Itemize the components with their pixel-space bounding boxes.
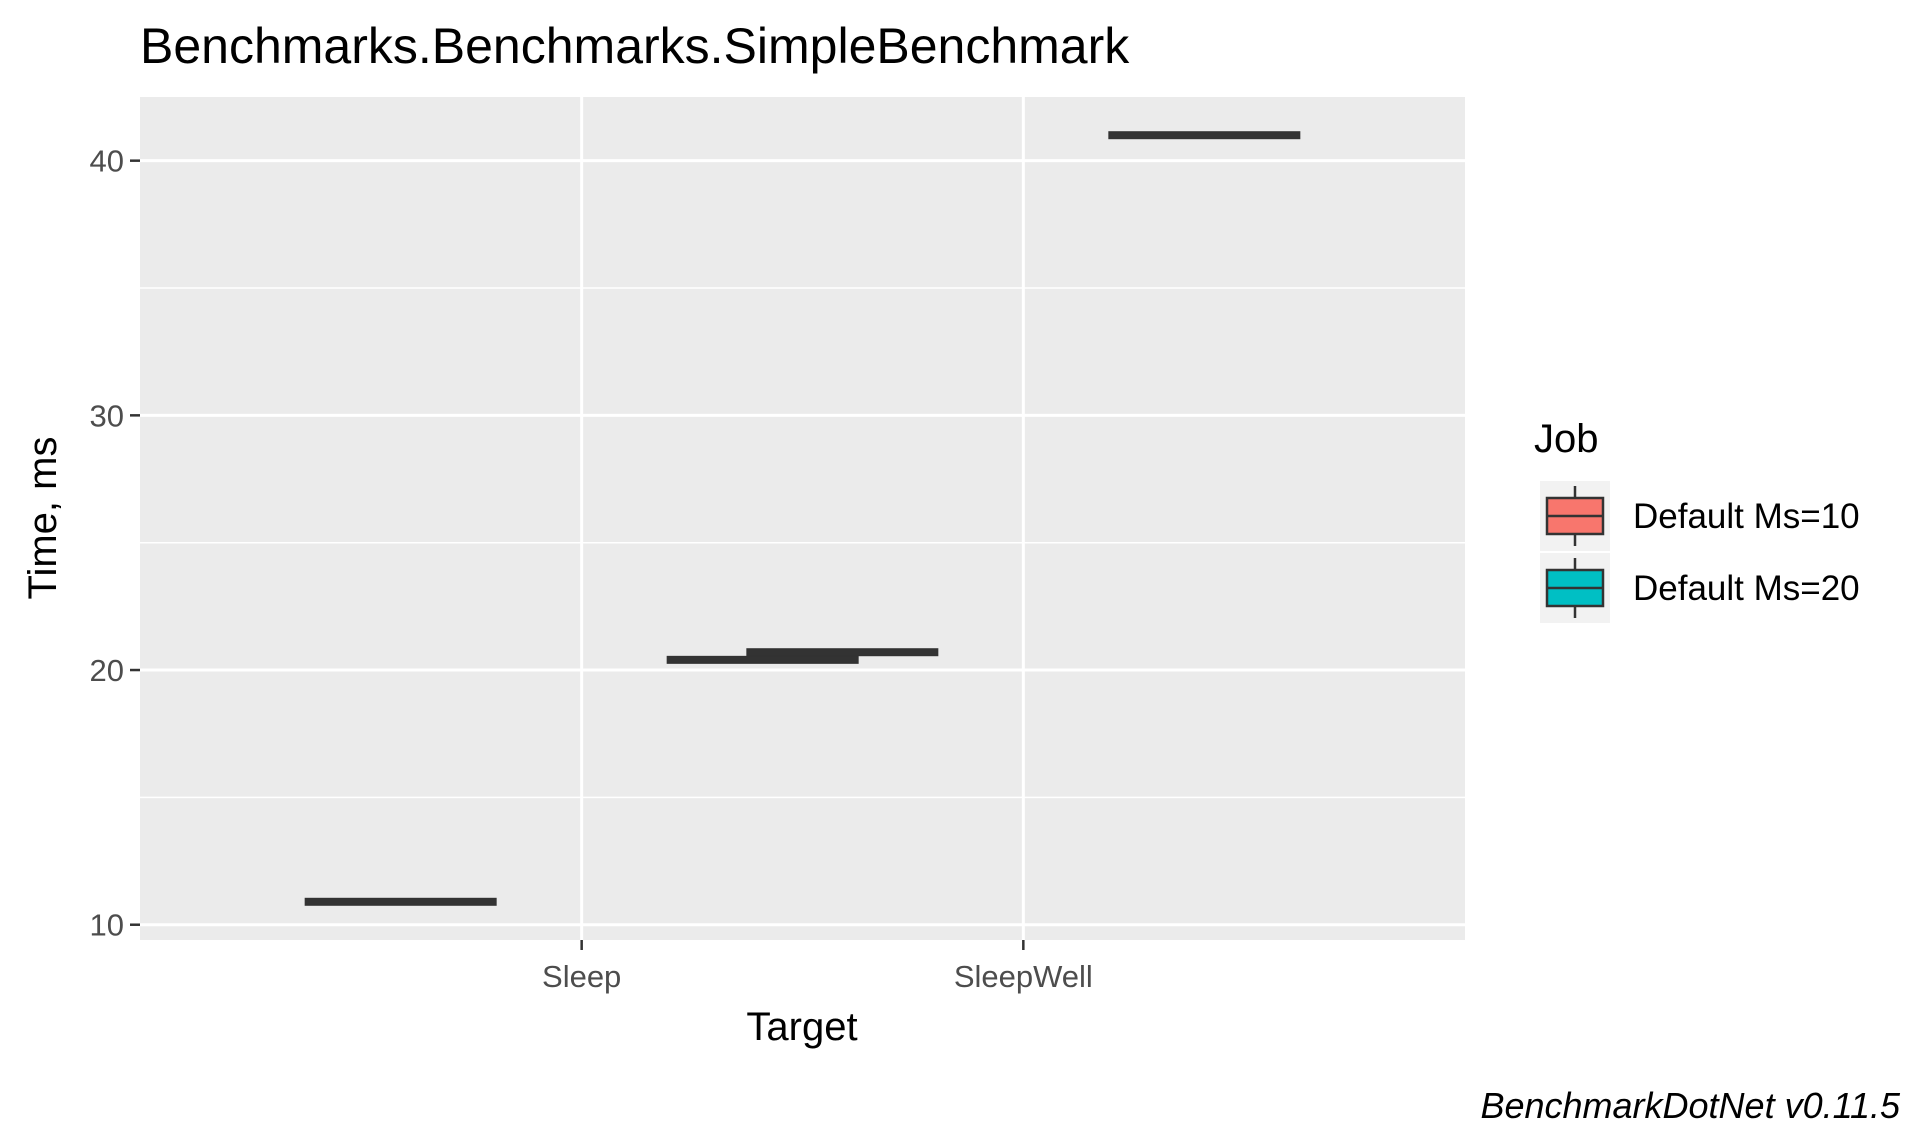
legend-title: Job — [1534, 417, 1599, 461]
y-tick-label: 30 — [90, 398, 124, 433]
y-tick-label: 40 — [90, 144, 124, 179]
chart-title: Benchmarks.Benchmarks.SimpleBenchmark — [140, 18, 1130, 74]
y-tick-label: 10 — [90, 908, 124, 943]
x-axis: Sleep SleepWell — [542, 940, 1093, 994]
legend: Job Default Ms=10 Default Ms=20 — [1534, 417, 1860, 623]
plot-panel — [140, 97, 1465, 940]
legend-label: Default Ms=20 — [1633, 569, 1860, 608]
x-tick-label: SleepWell — [954, 959, 1093, 994]
major-gridlines — [140, 97, 1465, 940]
y-tick-label: 20 — [90, 653, 124, 688]
x-tick-label: Sleep — [542, 959, 621, 994]
y-axis: 10 20 30 40 — [90, 144, 140, 943]
legend-label: Default Ms=10 — [1633, 497, 1860, 536]
x-axis-title: Target — [746, 1005, 857, 1049]
y-axis-title: Time, ms — [21, 437, 65, 600]
minor-gridlines — [140, 287, 1465, 799]
caption: BenchmarkDotNet v0.11.5 — [1480, 1085, 1901, 1126]
data-marks — [304, 131, 1301, 906]
